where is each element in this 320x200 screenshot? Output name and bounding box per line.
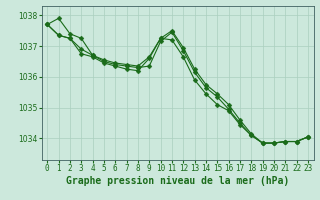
X-axis label: Graphe pression niveau de la mer (hPa): Graphe pression niveau de la mer (hPa) (66, 176, 289, 186)
